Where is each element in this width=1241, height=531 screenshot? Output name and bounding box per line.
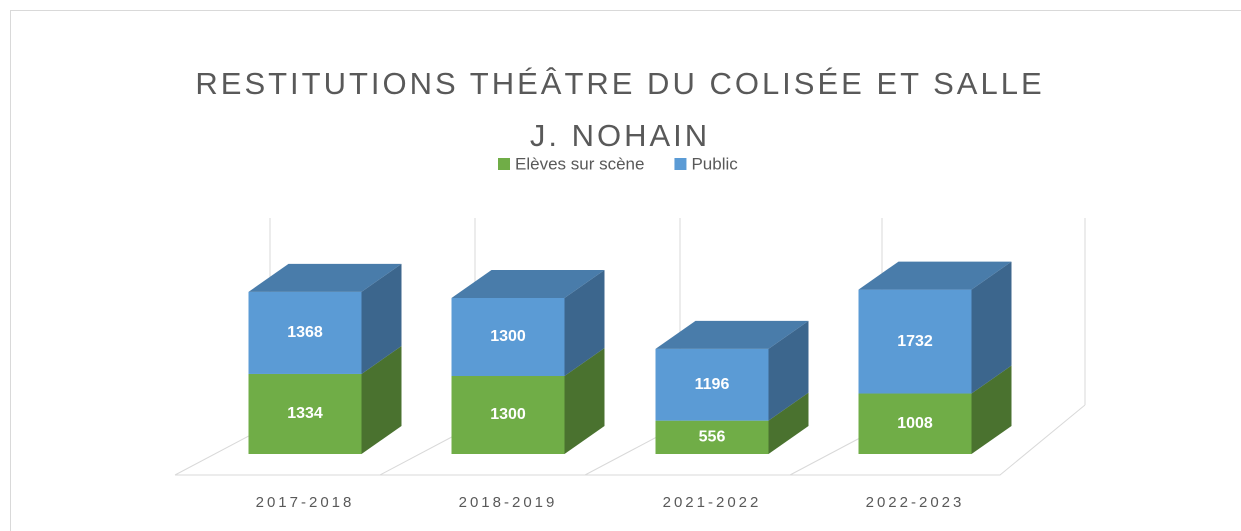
- bar-top: [248, 263, 402, 292]
- x-tick-label: 2021-2022: [663, 494, 762, 511]
- legend-swatch: [674, 158, 687, 170]
- data-label: 1196: [695, 376, 730, 393]
- bar-top: [858, 261, 1012, 290]
- bar: [248, 291, 362, 374]
- bar-top: [451, 270, 605, 298]
- chart-frame: [10, 10, 1241, 531]
- data-label: 1008: [897, 415, 933, 432]
- bar: [858, 289, 972, 394]
- bar-side: [971, 261, 1012, 394]
- bar: [858, 393, 972, 454]
- data-label: 1368: [287, 324, 323, 341]
- bar-side: [971, 365, 1012, 454]
- x-tick-label: 2022-2023: [866, 494, 965, 511]
- chart-title: RESTITUTIONS THÉÂTRE DU COLISÉE ET SALLE…: [195, 66, 1045, 153]
- bar-side: [361, 345, 402, 454]
- data-label: 1732: [897, 333, 933, 350]
- data-label: 1300: [490, 328, 526, 345]
- legend-swatch: [498, 158, 510, 170]
- bar-side: [564, 348, 605, 454]
- bar-side: [768, 320, 809, 421]
- x-tick-label: 2018-2019: [459, 494, 558, 511]
- x-tick-label: 2017-2018: [256, 494, 355, 511]
- bar: [451, 376, 565, 454]
- bar-top: [655, 320, 809, 349]
- bar-side: [564, 270, 605, 376]
- bar-side: [361, 263, 402, 374]
- bar: [655, 420, 769, 454]
- bar: [655, 348, 769, 421]
- bar: [248, 373, 362, 454]
- data-label: 1334: [287, 405, 323, 422]
- data-label: 556: [699, 429, 726, 446]
- bar: [451, 298, 565, 376]
- legend-label: Public: [691, 154, 738, 173]
- data-label: 1300: [490, 406, 526, 423]
- legend-label: Elèves sur scène: [515, 154, 644, 173]
- bar-side: [768, 392, 809, 454]
